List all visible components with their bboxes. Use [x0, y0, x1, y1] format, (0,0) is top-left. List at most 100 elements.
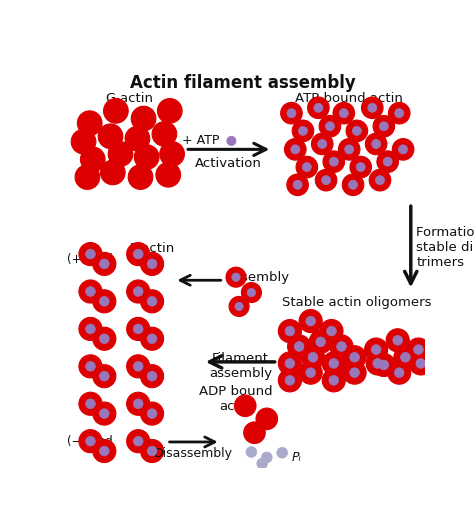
Circle shape: [140, 327, 164, 350]
Circle shape: [100, 446, 109, 456]
Circle shape: [140, 439, 164, 462]
Circle shape: [71, 129, 96, 154]
Circle shape: [79, 317, 102, 340]
Text: G-actin: G-actin: [106, 93, 154, 105]
Circle shape: [133, 361, 143, 371]
Circle shape: [306, 316, 316, 326]
Circle shape: [108, 141, 133, 166]
Circle shape: [366, 352, 389, 375]
Circle shape: [247, 288, 255, 297]
Circle shape: [134, 145, 159, 169]
Circle shape: [140, 290, 164, 313]
Text: Formation of
stable di- and
trimers: Formation of stable di- and trimers: [416, 226, 474, 269]
Circle shape: [350, 352, 359, 362]
Circle shape: [157, 98, 182, 123]
Circle shape: [147, 259, 157, 269]
Circle shape: [319, 116, 341, 137]
Circle shape: [323, 151, 345, 173]
Circle shape: [299, 126, 308, 135]
Circle shape: [256, 408, 278, 430]
Circle shape: [306, 368, 316, 378]
Circle shape: [127, 355, 150, 378]
Circle shape: [343, 346, 366, 369]
Circle shape: [93, 365, 116, 388]
Circle shape: [257, 458, 267, 469]
Circle shape: [321, 176, 330, 185]
Circle shape: [235, 302, 243, 311]
Circle shape: [302, 163, 311, 171]
Circle shape: [133, 324, 143, 334]
Circle shape: [86, 249, 95, 259]
Circle shape: [294, 341, 304, 351]
Circle shape: [229, 297, 249, 317]
Circle shape: [278, 319, 301, 342]
Circle shape: [147, 371, 157, 381]
Circle shape: [350, 368, 359, 378]
Text: Pᵢ: Pᵢ: [292, 451, 301, 464]
Circle shape: [128, 165, 153, 189]
Circle shape: [388, 361, 411, 384]
Text: + ATP: + ATP: [182, 134, 220, 147]
Circle shape: [333, 103, 355, 124]
Circle shape: [394, 368, 404, 378]
Text: Filament
assembly: Filament assembly: [209, 352, 272, 380]
Circle shape: [281, 103, 302, 124]
Circle shape: [322, 352, 346, 375]
Circle shape: [226, 267, 246, 287]
Text: ADP bound
actin: ADP bound actin: [199, 385, 273, 413]
Circle shape: [368, 103, 377, 113]
Circle shape: [379, 122, 388, 131]
Circle shape: [277, 447, 288, 458]
Circle shape: [284, 138, 306, 160]
Circle shape: [369, 169, 391, 191]
Circle shape: [261, 452, 272, 463]
Circle shape: [414, 345, 423, 355]
Circle shape: [75, 165, 100, 189]
Circle shape: [416, 359, 426, 368]
Circle shape: [326, 122, 335, 131]
Circle shape: [296, 156, 318, 178]
Circle shape: [79, 392, 102, 416]
Circle shape: [127, 317, 150, 340]
Circle shape: [301, 346, 325, 369]
Circle shape: [79, 280, 102, 303]
Text: Actin filament assembly: Actin filament assembly: [130, 74, 356, 92]
Circle shape: [394, 346, 417, 369]
Text: ATP bound actin: ATP bound actin: [295, 93, 403, 105]
Circle shape: [287, 109, 296, 118]
Circle shape: [288, 335, 310, 358]
Circle shape: [350, 156, 372, 178]
Circle shape: [386, 329, 409, 352]
Circle shape: [100, 409, 109, 419]
Circle shape: [77, 111, 102, 136]
Circle shape: [140, 402, 164, 425]
Circle shape: [356, 163, 365, 171]
Circle shape: [86, 361, 95, 371]
Circle shape: [133, 399, 143, 409]
Circle shape: [316, 337, 326, 347]
Circle shape: [127, 392, 150, 416]
Circle shape: [320, 319, 343, 342]
Circle shape: [81, 147, 105, 171]
Circle shape: [362, 97, 383, 118]
Circle shape: [346, 120, 368, 141]
Circle shape: [133, 287, 143, 296]
Circle shape: [127, 242, 150, 266]
Text: Disassembly: Disassembly: [154, 447, 232, 460]
Circle shape: [140, 252, 164, 276]
Circle shape: [93, 290, 116, 313]
Circle shape: [401, 352, 410, 362]
Circle shape: [372, 353, 395, 377]
Circle shape: [293, 180, 302, 189]
Circle shape: [327, 326, 337, 336]
Circle shape: [147, 409, 157, 419]
Circle shape: [133, 437, 143, 446]
Circle shape: [373, 359, 383, 368]
Circle shape: [93, 252, 116, 276]
Circle shape: [339, 109, 348, 118]
Circle shape: [285, 359, 295, 368]
Circle shape: [79, 355, 102, 378]
Circle shape: [131, 106, 156, 131]
Circle shape: [160, 141, 184, 166]
Circle shape: [292, 120, 314, 141]
